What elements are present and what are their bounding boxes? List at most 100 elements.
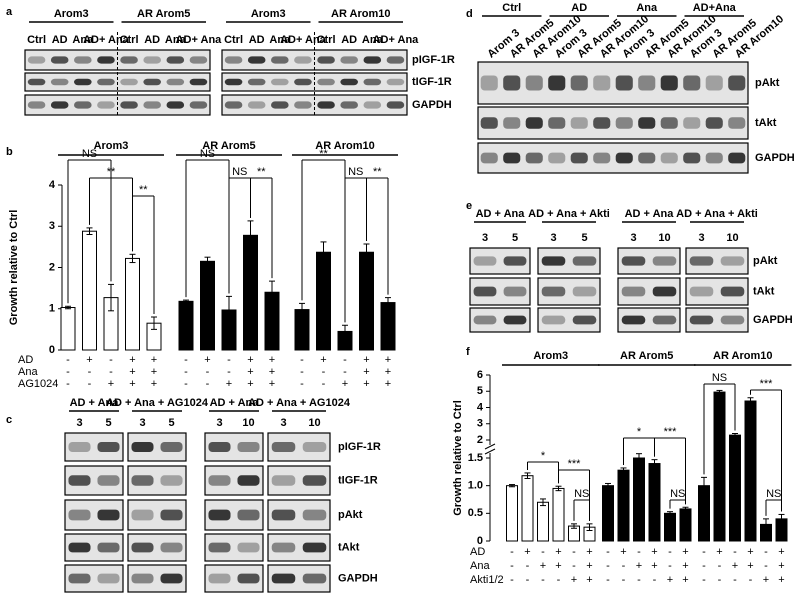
band xyxy=(317,56,335,64)
significance: NS xyxy=(712,372,727,384)
band xyxy=(294,56,312,64)
treatment-sign: + xyxy=(555,546,561,558)
significance: ** xyxy=(257,166,266,178)
treatment-sign: - xyxy=(184,354,188,366)
band xyxy=(294,101,312,109)
row-label: GAPDH xyxy=(755,152,795,164)
treatment-sign: - xyxy=(66,378,70,390)
band xyxy=(271,78,289,86)
lane-label: Ana xyxy=(72,34,94,46)
blot-header: Ctrl xyxy=(502,2,521,14)
row-label: tIGF-1R xyxy=(338,474,378,486)
bar xyxy=(617,469,630,542)
treatment-sign: - xyxy=(109,366,113,378)
treatment-sign: + xyxy=(226,378,232,390)
band xyxy=(689,315,714,325)
blot-header: Ana xyxy=(636,2,658,14)
band xyxy=(247,78,266,86)
band xyxy=(317,101,335,109)
band xyxy=(480,117,498,129)
treatment-sign: - xyxy=(88,378,92,390)
row-label: GAPDH xyxy=(753,314,793,326)
y-tick-label: 1 xyxy=(49,303,55,315)
treatment-sign: + xyxy=(269,366,275,378)
band xyxy=(728,117,746,129)
band xyxy=(143,101,161,109)
treatment-sign: - xyxy=(109,354,113,366)
treatment-sign: + xyxy=(682,546,688,558)
band xyxy=(473,286,497,297)
row-label: tAkt xyxy=(338,541,360,553)
treatment-sign: - xyxy=(510,560,514,572)
significance: ** xyxy=(373,166,382,178)
band xyxy=(271,101,289,109)
bar xyxy=(664,512,676,542)
treatment-sign: - xyxy=(541,574,545,586)
band xyxy=(237,573,260,584)
band xyxy=(131,542,154,553)
band xyxy=(189,56,208,64)
y-tick-label: 0.5 xyxy=(468,507,483,519)
band xyxy=(271,542,296,553)
bar xyxy=(125,257,140,351)
blot-header: AD + Ana + Akti xyxy=(528,208,610,220)
band xyxy=(271,509,296,521)
y-tick-label: 6 xyxy=(477,369,483,381)
lane-label: AD+ Ana xyxy=(176,34,223,46)
band xyxy=(683,117,701,129)
band xyxy=(68,509,91,521)
treatment-sign: + xyxy=(586,560,592,572)
treatment-sign: + xyxy=(269,378,275,390)
band xyxy=(160,542,183,553)
treatment-sign: - xyxy=(606,546,610,558)
band xyxy=(340,78,358,86)
band xyxy=(480,152,498,164)
treatment-sign: - xyxy=(526,560,530,572)
significance: *** xyxy=(568,458,582,470)
band xyxy=(160,441,183,453)
significance: ** xyxy=(107,166,116,178)
band xyxy=(271,441,296,453)
treatment-sign: + xyxy=(204,354,210,366)
lane-label: AD+ Ana xyxy=(373,34,420,46)
significance: NS xyxy=(82,148,97,160)
treatment-sign: + xyxy=(247,366,253,378)
bar xyxy=(243,234,258,351)
band xyxy=(572,286,597,297)
lane-label: 5 xyxy=(168,417,174,429)
band xyxy=(705,75,723,91)
row-label: tAkt xyxy=(755,117,777,129)
band xyxy=(50,101,69,109)
treatment-sign: + xyxy=(247,378,253,390)
band xyxy=(615,75,633,91)
blot-header: AR Arom5 xyxy=(137,8,190,20)
band xyxy=(652,256,677,266)
band xyxy=(68,441,91,453)
band xyxy=(97,573,120,584)
treatment-sign: + xyxy=(747,560,753,572)
treatment-sign: + xyxy=(524,546,530,558)
lane-label: Ctrl xyxy=(317,34,336,46)
treatment-sign: - xyxy=(322,378,326,390)
y-tick-label: 5 xyxy=(477,385,483,397)
treatment-sign: + xyxy=(747,546,753,558)
y-tick-label: 2 xyxy=(477,434,483,446)
treatment-sign: - xyxy=(637,574,641,586)
band xyxy=(97,475,120,486)
band xyxy=(189,78,208,86)
bar xyxy=(602,485,614,542)
treatment-sign: + xyxy=(385,378,391,390)
band xyxy=(74,101,92,109)
treatment-sign: + xyxy=(778,560,784,572)
band xyxy=(503,256,527,266)
band xyxy=(302,573,327,584)
band xyxy=(143,78,161,86)
lane-label: 10 xyxy=(308,417,320,429)
blot-header: AD xyxy=(571,2,587,14)
treatment-sign: - xyxy=(300,354,304,366)
band xyxy=(68,542,91,553)
treatment-sign: + xyxy=(555,560,561,572)
band xyxy=(525,117,543,129)
treatment-sign: - xyxy=(733,546,737,558)
treatment-sign: + xyxy=(682,574,688,586)
